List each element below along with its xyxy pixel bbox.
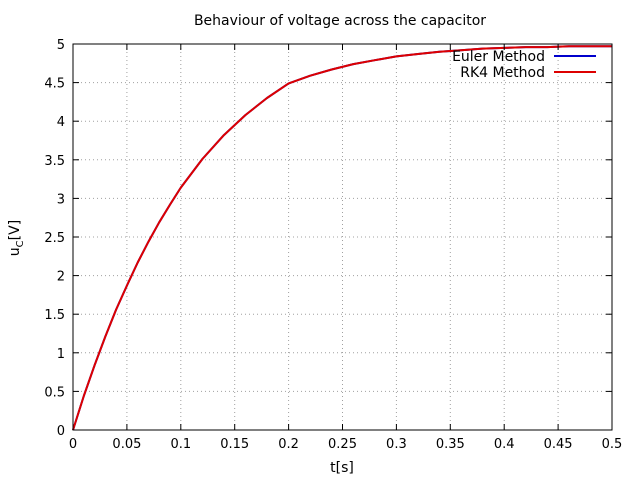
grid — [73, 44, 612, 430]
x-tick-label: 0.3 — [386, 437, 407, 452]
x-tick-label: 0 — [69, 437, 77, 452]
y-axis-label: uC[V] — [7, 220, 26, 256]
y-tick-label: 3 — [57, 192, 65, 207]
x-tick-label: 0.5 — [602, 437, 623, 452]
y-tick-label: 5 — [57, 38, 65, 53]
y-axis-ticks: 0 0.5 1 1.5 2 2.5 3 3.5 4 4.5 5 — [44, 38, 612, 439]
y-tick-label: 2.5 — [44, 231, 65, 246]
y-tick-label: 1 — [57, 347, 65, 362]
y-tick-label: 1.5 — [44, 308, 65, 323]
x-tick-label: 0.15 — [220, 437, 249, 452]
x-tick-label: 0.25 — [328, 437, 357, 452]
x-tick-label: 0.35 — [436, 437, 465, 452]
y-tick-label: 0.5 — [44, 385, 65, 400]
x-tick-label: 0.2 — [278, 437, 299, 452]
x-tick-label: 0.1 — [170, 437, 191, 452]
y-tick-label: 4 — [57, 115, 65, 130]
y-tick-label: 0 — [57, 424, 65, 439]
chart-title: Behaviour of voltage across the capacito… — [194, 13, 486, 29]
x-tick-label: 0.4 — [494, 437, 515, 452]
y-tick-label: 3.5 — [44, 154, 65, 169]
y-axis-label-unit: [V] — [7, 220, 23, 241]
legend-label: Euler Method — [452, 49, 545, 65]
x-tick-label: 0.45 — [544, 437, 573, 452]
legend-label: RK4 Method — [460, 65, 545, 81]
y-tick-label: 4.5 — [44, 77, 65, 92]
x-axis-label: t[s] — [330, 460, 354, 476]
y-axis-label-main: u — [7, 247, 23, 256]
x-tick-label: 0.05 — [112, 437, 141, 452]
x-axis-ticks: 0 0.05 0.1 0.15 0.2 0.25 0.3 0.35 0.4 0.45 0.5 — [69, 44, 622, 452]
y-axis-label-subscript: C — [15, 240, 26, 247]
y-tick-label: 2 — [57, 270, 65, 285]
